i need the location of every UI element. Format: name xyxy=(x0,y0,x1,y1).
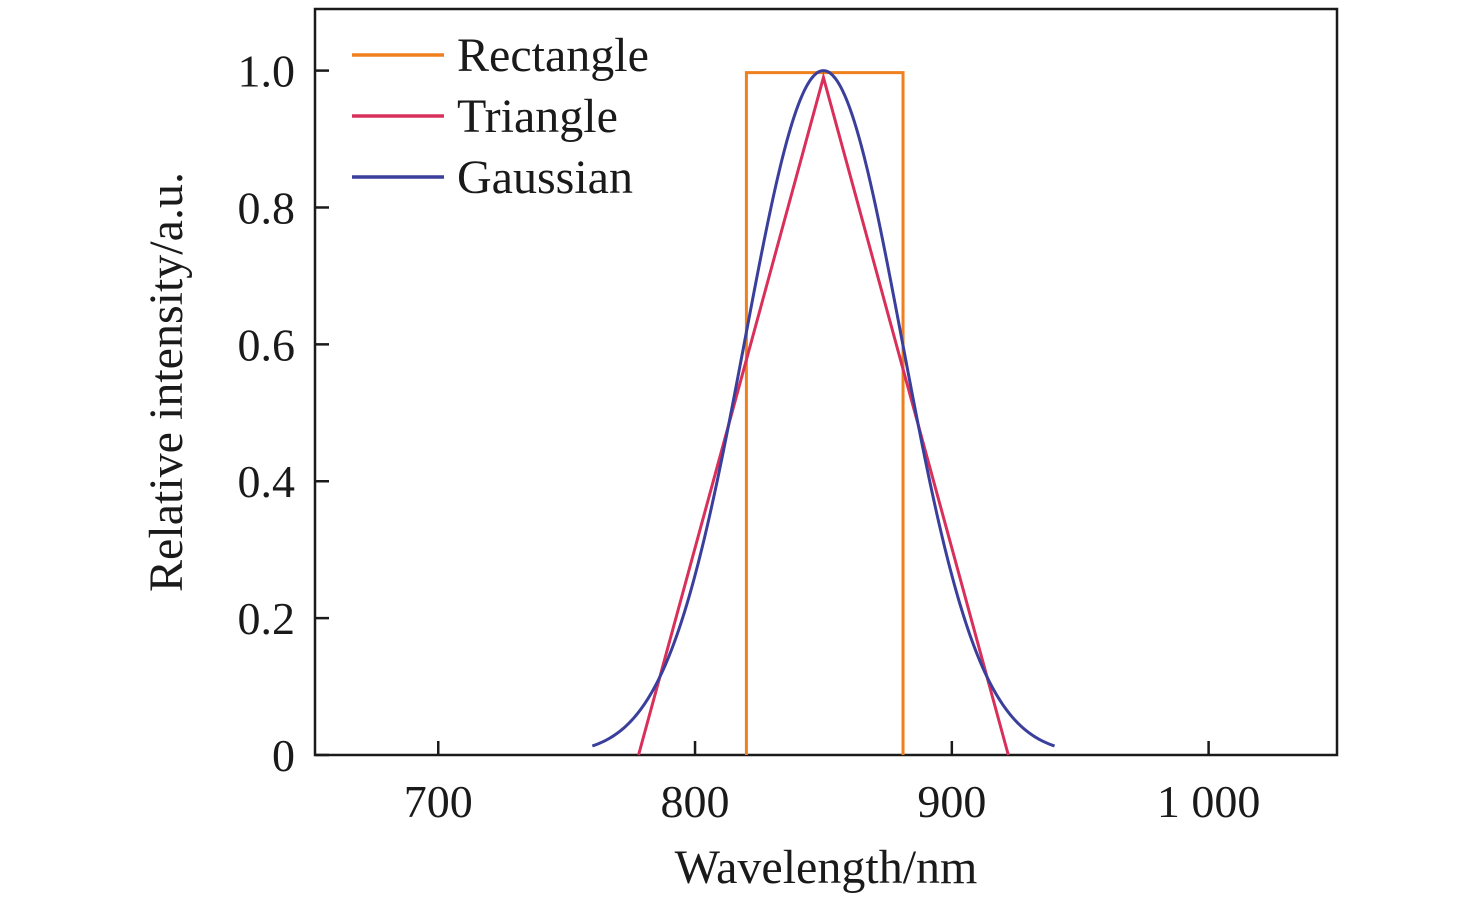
y-tick-label: 0.2 xyxy=(238,593,296,644)
y-tick-label: 1.0 xyxy=(238,46,296,97)
x-tick-label: 900 xyxy=(917,776,986,827)
legend-label-gaussian: Gaussian xyxy=(457,151,633,204)
series-line-gaussian xyxy=(591,69,1056,748)
x-axis-label: Wavelength/nm xyxy=(675,841,978,894)
legend: Rectangle Triangle Gaussian xyxy=(352,29,649,204)
series-line-rectangle xyxy=(744,71,905,755)
x-ticks-layer: 700 800 900 1 000 xyxy=(404,741,1261,827)
y-tick-label: 0 xyxy=(272,730,295,781)
plot-frame xyxy=(313,7,1339,757)
legend-label-triangle: Triangle xyxy=(457,90,618,143)
y-axis-label: Relative intensity/a.u. xyxy=(140,172,193,592)
series-layer xyxy=(591,69,1056,756)
x-tick-label: 700 xyxy=(404,776,473,827)
y-ticks-layer: 0 0.2 0.4 0.6 0.8 1.0 xyxy=(238,46,329,781)
x-tick-label: 800 xyxy=(661,776,730,827)
y-tick-label: 0.6 xyxy=(238,319,296,370)
x-tick-label: 1 000 xyxy=(1157,776,1261,827)
series-line-triangle xyxy=(637,71,1010,756)
y-tick-label: 0.8 xyxy=(238,182,296,233)
y-tick-label: 0.4 xyxy=(238,456,296,507)
legend-label-rectangle: Rectangle xyxy=(457,29,649,82)
